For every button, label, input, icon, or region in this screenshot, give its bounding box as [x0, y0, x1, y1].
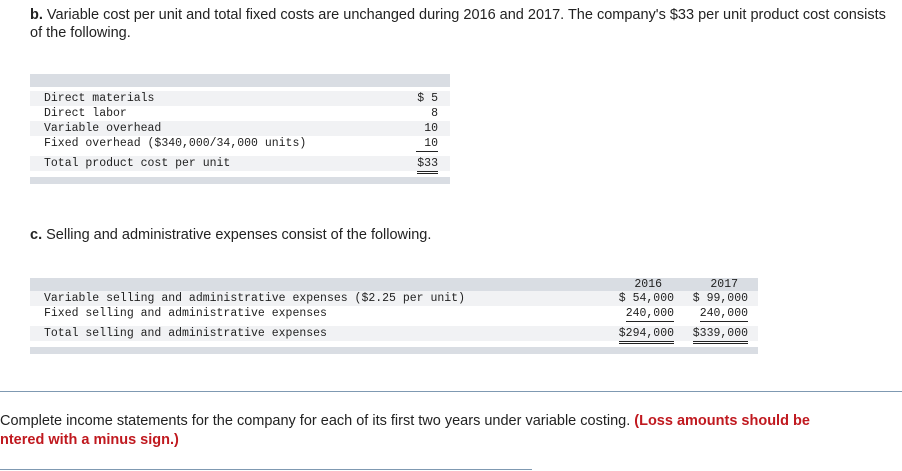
table-row: Variable selling and administrative expe…	[30, 291, 758, 306]
section-c-text: c. Selling and administrative expenses c…	[30, 226, 890, 244]
section-b-text: b. Variable cost per unit and total fixe…	[30, 6, 890, 42]
year-2017-header: 2017	[710, 278, 738, 291]
table-row: Fixed selling and administrative expense…	[30, 306, 758, 322]
value-2016: $ 54,000	[618, 292, 674, 305]
row-value: $ 5	[417, 92, 438, 105]
total-value: $33	[417, 156, 438, 174]
section-b-label: b.	[30, 7, 43, 23]
instruction-text: Complete income statements for the compa…	[0, 412, 890, 450]
instruction-note: (Loss amounts should be	[634, 413, 810, 429]
value-2016: 240,000	[625, 307, 674, 322]
table-row: Direct materials $ 5	[30, 91, 450, 106]
instruction-body: Complete income statements for the compa…	[0, 413, 631, 429]
table-header	[30, 74, 450, 87]
total-2016: $294,000	[618, 326, 674, 344]
table-row: Variable overhead 10	[30, 121, 450, 136]
total-2017: $339,000	[692, 326, 748, 344]
section-c-label: c.	[30, 227, 43, 243]
row-label: Direct labor	[44, 107, 127, 120]
row-label: Variable overhead	[44, 122, 162, 135]
total-label: Total selling and administrative expense…	[44, 327, 327, 340]
table-row: Fixed overhead ($340,000/34,000 units) 1…	[30, 136, 450, 152]
year-2016-header: 2016	[634, 278, 662, 291]
value-2017: $ 99,000	[692, 292, 748, 305]
row-label: Direct materials	[44, 92, 155, 105]
row-label: Fixed selling and administrative expense…	[44, 307, 327, 320]
selling-admin-table: 2016 2017 Variable selling and administr…	[30, 278, 758, 354]
section-b-body: Variable cost per unit and total fixed c…	[30, 7, 886, 41]
table-row: Direct labor 8	[30, 106, 450, 121]
section-divider	[0, 391, 902, 392]
table-total-row: Total selling and administrative expense…	[30, 326, 758, 344]
row-label: Fixed overhead ($340,000/34,000 units)	[44, 137, 307, 150]
row-label: Variable selling and administrative expe…	[44, 292, 465, 305]
instruction-note-cont: ntered with a minus sign.)	[0, 432, 179, 448]
bottom-divider	[0, 469, 532, 470]
section-c-body: Selling and administrative expenses cons…	[46, 227, 432, 243]
row-value: 10	[424, 122, 438, 135]
table-header: 2016 2017	[30, 278, 758, 291]
table-footer	[30, 177, 450, 184]
table-footer	[30, 347, 758, 354]
table-total-row: Total product cost per unit $33	[30, 156, 450, 174]
row-value: 10	[416, 136, 438, 152]
total-label: Total product cost per unit	[44, 157, 231, 170]
row-value: 8	[431, 107, 438, 120]
product-cost-table: Direct materials $ 5 Direct labor 8 Vari…	[30, 74, 450, 184]
value-2017: 240,000	[699, 307, 748, 322]
